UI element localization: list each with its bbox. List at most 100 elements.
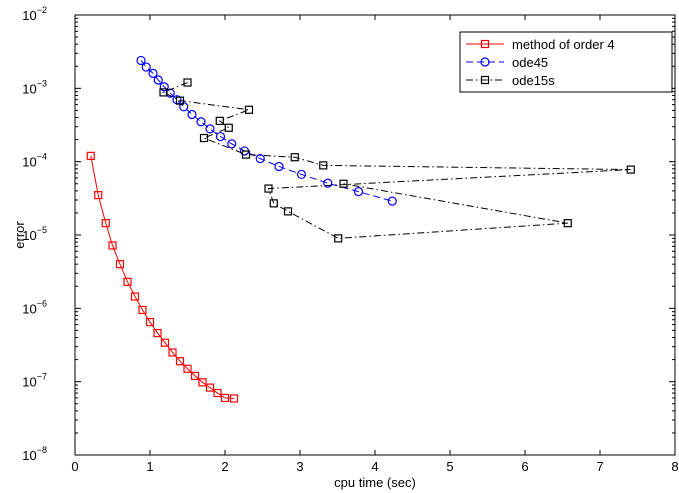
series-method-of-order-4-point xyxy=(168,348,177,357)
series-ode15s-point xyxy=(319,161,328,170)
series-ode15s-point xyxy=(159,88,168,97)
series-ode15s xyxy=(159,78,635,243)
series-method-of-order-4-point xyxy=(198,378,207,387)
series-ode45-point xyxy=(153,75,163,85)
series-ode15s-point xyxy=(626,165,635,174)
y-tick-label: 10−5 xyxy=(22,225,47,243)
x-tick-label: 5 xyxy=(446,459,453,474)
legend-entry-method-of-order-4: method of order 4 xyxy=(466,37,615,52)
x-tick-label: 6 xyxy=(521,459,528,474)
x-tick-label: 2 xyxy=(221,459,228,474)
x-tick-labels: 0 1 2 3 4 5 6 7 8 xyxy=(71,459,678,474)
y-tick-exponent: −7 xyxy=(37,372,47,382)
series-ode45-point xyxy=(296,169,307,180)
legend-entry-ode15s: ode15s xyxy=(466,73,555,88)
series-ode45-point xyxy=(215,131,226,142)
y-tick-label: 10−2 xyxy=(22,5,47,23)
legend-marker xyxy=(480,57,490,67)
y-tick-exponent: −5 xyxy=(37,225,47,235)
series-ode45-point xyxy=(255,154,265,164)
y-tick-base: 10 xyxy=(22,228,36,243)
series-ode15s-point xyxy=(334,234,343,243)
series-ode45-point xyxy=(323,178,333,188)
series-ode45-point xyxy=(387,196,397,206)
series-ode15s-point xyxy=(183,78,192,87)
series-method-of-order-4-point xyxy=(205,383,215,392)
y-tick-label: 10−4 xyxy=(22,152,47,170)
series-method-of-order-4-point xyxy=(115,260,125,269)
series-ode45-point xyxy=(205,124,215,134)
y-tick-exponent: −2 xyxy=(37,5,47,15)
series-ode45-point xyxy=(159,82,169,92)
series-method-of-order-4-point xyxy=(213,388,222,398)
x-tick-label: 8 xyxy=(671,459,678,474)
series-ode45-point xyxy=(353,187,364,197)
legend: method of order 4 ode45 ode15s xyxy=(459,31,673,93)
axis-ticks xyxy=(74,14,676,456)
y-tick-label: 10−7 xyxy=(22,372,47,390)
y-tick-exponent: −6 xyxy=(37,298,47,308)
series-ode15s-point xyxy=(215,116,224,125)
y-tick-base: 10 xyxy=(22,81,36,96)
series-ode45-point xyxy=(148,68,158,78)
legend-entry-ode45: ode45 xyxy=(466,55,548,70)
x-tick-label: 3 xyxy=(296,459,303,474)
legend-box xyxy=(459,31,673,93)
y-tick-base: 10 xyxy=(22,8,36,23)
series-ode45-line xyxy=(140,60,393,202)
series-method-of-order-4-point xyxy=(101,219,110,228)
series-method-of-order-4-point xyxy=(86,151,95,160)
series-method-of-order-4-point xyxy=(123,277,132,286)
y-tick-base: 10 xyxy=(22,375,36,390)
legend-label: ode45 xyxy=(512,55,548,70)
y-axis-title: error xyxy=(12,221,27,249)
series-ode15s-point xyxy=(283,207,293,216)
series-ode15s-point xyxy=(563,219,572,228)
x-tick-label: 1 xyxy=(146,459,153,474)
series-ode15s-point xyxy=(269,199,278,208)
series-ode15s-point xyxy=(264,184,273,193)
series-method-of-order-4-point xyxy=(183,364,192,373)
series-method-of-order-4-point xyxy=(108,241,117,250)
series-ode15s-line xyxy=(162,82,631,239)
y-tick-base: 10 xyxy=(22,448,36,463)
legend-marker xyxy=(480,39,490,49)
x-tick-label: 0 xyxy=(71,459,78,474)
y-tick-base: 10 xyxy=(22,301,36,316)
series-method-of-order-4-point xyxy=(138,305,147,315)
series-ode15s-point xyxy=(175,96,185,105)
x-tick-label: 4 xyxy=(371,459,378,474)
series-method-of-order-4-point xyxy=(229,394,239,403)
series-method-of-order-4-point xyxy=(190,371,200,380)
y-tick-exponent: −3 xyxy=(37,78,47,88)
series-ode45-point xyxy=(227,139,237,149)
series-ode15s-point xyxy=(199,133,209,143)
y-tick-exponent: −8 xyxy=(37,445,47,455)
series-ode45-point xyxy=(196,117,206,127)
y-tick-label: 10−6 xyxy=(22,298,47,316)
series-ode15s-point xyxy=(241,150,251,159)
series-ode45-point xyxy=(187,109,197,120)
series-ode15s-point xyxy=(244,105,254,114)
series-ode45-point xyxy=(274,161,284,172)
legend-label: ode15s xyxy=(512,73,555,88)
legend-label: method of order 4 xyxy=(512,37,615,52)
y-tick-base: 10 xyxy=(22,155,36,170)
x-tick-label: 7 xyxy=(596,459,603,474)
series-ode15s-point xyxy=(224,123,233,132)
legend-marker xyxy=(480,75,490,85)
series-method-of-order-4-point xyxy=(153,328,162,338)
series-method-of-order-4-point xyxy=(175,357,185,366)
series-method-of-order-4-point xyxy=(145,317,155,327)
series-ode45-point xyxy=(136,55,146,66)
series-method-of-order-4 xyxy=(86,151,239,403)
y-tick-label: 10−3 xyxy=(22,78,47,96)
series-ode45-point xyxy=(141,62,151,72)
series-method-of-order-4-point xyxy=(220,393,230,403)
series-method-of-order-4-point xyxy=(160,338,170,347)
series-method-of-order-4-point xyxy=(130,292,140,301)
series-ode15s-point xyxy=(339,179,348,188)
y-tick-exponent: −4 xyxy=(37,152,47,162)
series-ode15s-point xyxy=(290,153,299,162)
